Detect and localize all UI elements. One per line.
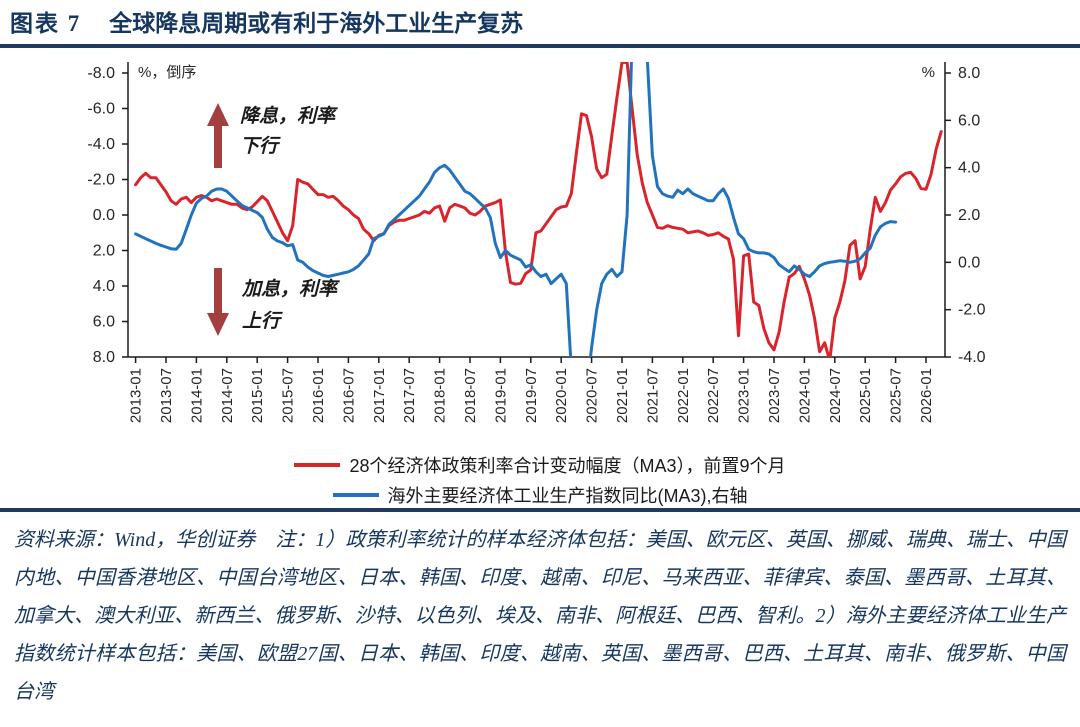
chart-area: -8.0 -6.0 -4.0 -2.0 0.0 2.0 4.0 6.0 8.0 8.0 6.0 4.0… (0, 48, 1080, 450)
legend-label-industrial-production: 海外主要经济体工业生产指数同比(MA3),右轴 (387, 486, 748, 506)
policy-rate-line (134, 62, 943, 357)
x-axis-tick-label: 2016-07 (340, 368, 357, 423)
rate-cut-arrow-up-icon (207, 103, 229, 168)
left-axis-tick-label: -8.0 (87, 65, 115, 82)
x-axis-tick-label: 2025-01 (857, 368, 874, 423)
x-axis-tick-label: 2024-01 (796, 368, 813, 423)
x-axis-tick-label: 2019-01 (492, 368, 509, 423)
legend-item-industrial-production: 海外主要经济体工业生产指数同比(MA3),右轴 (332, 482, 748, 508)
x-axis-tick-label: 2026-01 (918, 368, 935, 423)
right-axis-tick-label: 2.0 (958, 207, 980, 224)
x-axis-tick-label: 2019-07 (523, 368, 540, 423)
left-axis-tick-label: 8.0 (93, 349, 115, 366)
x-axis-tick-label: 2022-01 (675, 368, 692, 423)
x-axis-tick-label: 2017-07 (401, 368, 418, 423)
right-axis-tick-label: -4.0 (958, 349, 986, 366)
x-axis-tick-label: 2023-07 (766, 368, 783, 423)
figure-number: 图表 7 (10, 11, 82, 36)
x-axis-tick-label: 2015-07 (280, 368, 297, 423)
right-axis-tick-label: -2.0 (958, 302, 986, 319)
right-axis-tick-label: 0.0 (958, 254, 980, 271)
x-axis-tick-label: 2014-01 (188, 368, 205, 423)
page-title: 图表 7 全球降息周期或有利于海外工业生产复苏 (0, 0, 1080, 39)
chart-legend: 28个经济体政策利率合计变动幅度（MA3），前置9个月 海外主要经济体工业生产指… (0, 450, 1080, 508)
left-axis-tick-label: -6.0 (87, 101, 115, 118)
x-axis-tick-label: 2013-01 (128, 368, 145, 423)
right-axis-unit-label: % (922, 64, 935, 81)
left-axis-tick-label: -4.0 (87, 136, 115, 153)
x-axis-tick-label: 2024-07 (827, 368, 844, 423)
figure-title: 全球降息周期或有利于海外工业生产复苏 (109, 11, 524, 36)
left-axis-unit-label: %，倒序 (138, 64, 196, 81)
annotation-rate-cut-line1: 降息，利率 (240, 105, 338, 127)
legend-label-policy-rate: 28个经济体政策利率合计变动幅度（MA3），前置9个月 (349, 456, 786, 476)
x-axis-tick-label: 2015-01 (249, 368, 266, 423)
x-axis-tick-label: 2014-07 (219, 368, 236, 423)
left-axis-tick-label: 0.0 (93, 207, 115, 224)
red-line-swatch-icon (294, 463, 341, 467)
annotation-rate-hike-line2: 上行 (242, 310, 283, 332)
left-axis-tick-label: 2.0 (93, 243, 115, 260)
x-axis-tick-label: 2021-01 (614, 368, 631, 423)
left-axis-tick-label: 4.0 (93, 278, 115, 295)
annotation-rate-hike-line1: 加息，利率 (241, 278, 340, 300)
line-chart: -8.0 -6.0 -4.0 -2.0 0.0 2.0 4.0 6.0 8.0 8.0 6.0 4.0… (87, 62, 986, 423)
x-axis-tick-label: 2017-01 (371, 368, 388, 423)
left-axis-tick-label: 6.0 (93, 314, 115, 331)
x-axis-tick-label: 2018-07 (462, 368, 479, 423)
industrial-production-line (134, 62, 898, 357)
x-axis-tick-label: 2025-07 (888, 368, 905, 423)
left-axis-tick-label: -2.0 (87, 172, 115, 189)
x-axis-tick-label: 2020-07 (584, 368, 601, 423)
divider-top (0, 44, 1080, 48)
x-axis-tick-label: 2023-01 (736, 368, 753, 423)
source-note: 资料来源：Wind，华创证券 注：1）政策利率统计的样本经济体包括：美国、欧元区… (14, 529, 1066, 703)
x-axis-tick-label: 2016-01 (310, 368, 327, 423)
divider-bottom (0, 508, 1080, 512)
blue-line-swatch-icon (332, 493, 379, 497)
annotation-rate-cut-line2: 下行 (240, 135, 281, 157)
x-axis-tick-label: 2021-07 (644, 368, 661, 423)
right-axis-tick-label: 8.0 (958, 65, 980, 82)
rate-hike-arrow-down-icon (207, 268, 229, 336)
x-axis-tick-label: 2013-07 (158, 368, 175, 423)
x-axis-tick-label: 2020-01 (553, 368, 570, 423)
x-axis-tick-label: 2018-01 (432, 368, 449, 423)
x-axis-tick-label: 2022-07 (705, 368, 722, 423)
right-axis-tick-label: 4.0 (958, 160, 980, 177)
right-axis-tick-label: 6.0 (958, 112, 980, 129)
legend-item-policy-rate: 28个经济体政策利率合计变动幅度（MA3），前置9个月 (294, 452, 786, 478)
